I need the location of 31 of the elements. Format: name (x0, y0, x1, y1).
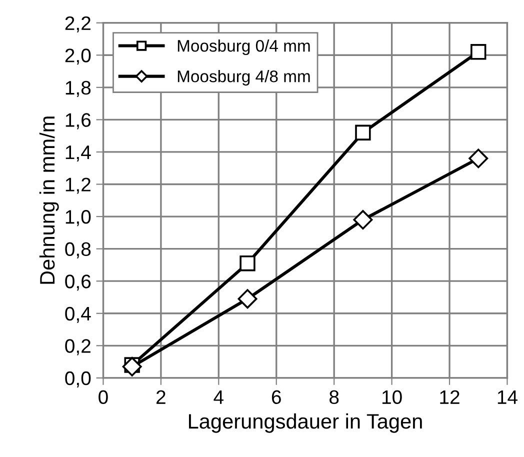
legend-label: Moosburg 4/8 mm (178, 70, 310, 86)
point (468, 148, 488, 168)
point (355, 124, 371, 140)
y-tick-label: 2,0 (65, 48, 91, 65)
x-tick-label: 14 (498, 390, 518, 404)
x-tick-label: 0 (98, 390, 108, 404)
x-tick-label: 2 (156, 390, 166, 404)
y-tick-label: 1,4 (66, 146, 91, 162)
x-tick-label: 8 (330, 390, 339, 404)
point (238, 289, 258, 309)
point (122, 356, 142, 376)
y-tick-label: 1,0 (66, 210, 91, 226)
x-axis-title: Lagerungsdauer in Tagen (188, 413, 422, 433)
x-tick-label: 12 (440, 390, 460, 404)
y-tick-label: 0,4 (65, 306, 91, 323)
x-tick-label: 10 (382, 390, 402, 404)
x-tick-label: 4 (214, 390, 224, 404)
y-tick-label: 0,2 (65, 339, 90, 356)
legend-label: Moosburg 0/4 mm (178, 40, 310, 56)
point (353, 210, 373, 230)
y-tick-label: 2,2 (65, 16, 90, 32)
y-tick-label: 1,2 (66, 178, 90, 194)
y-axis-title: Dehnung in mm/m (39, 116, 59, 284)
y-tick-label: 1,8 (66, 80, 91, 97)
y-tick-label: 0,0 (65, 371, 91, 388)
point (470, 44, 486, 60)
y-tick-label: 0,8 (65, 242, 91, 258)
point (240, 255, 256, 272)
y-tick-label: 0,6 (65, 274, 91, 291)
x-tick-label: 6 (272, 390, 281, 404)
y-tick-label: 1,6 (66, 113, 91, 130)
